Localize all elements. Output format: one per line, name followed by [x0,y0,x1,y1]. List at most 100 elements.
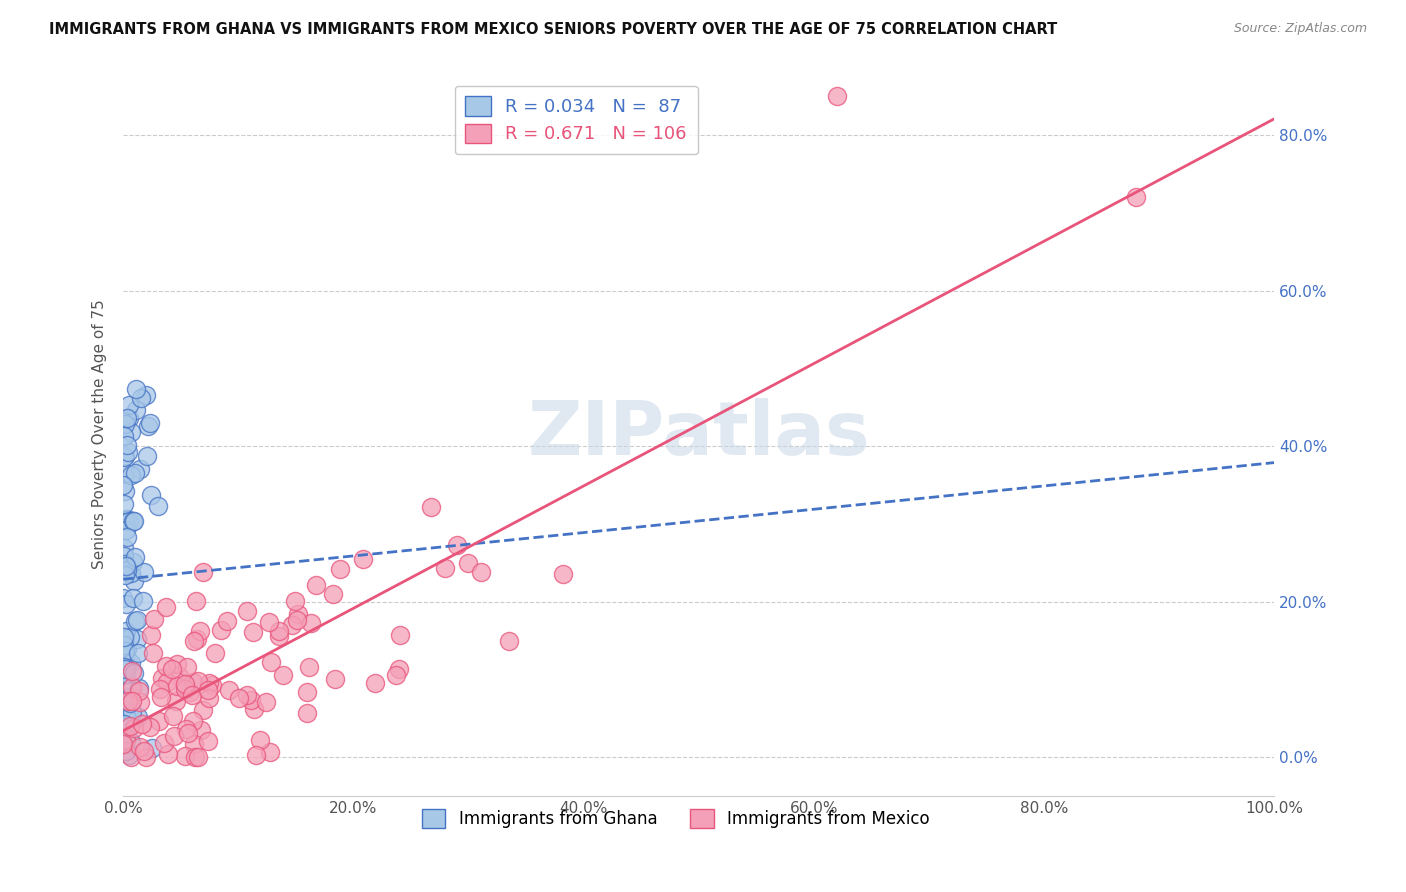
Point [269,624,291,638]
Point [198,690,221,705]
Point [298,660,321,674]
Point [187,674,209,689]
Point [112,429,135,443]
Point [121,591,143,605]
Point [162,709,184,723]
Point [114,739,136,753]
Point [112,549,135,563]
Point [197,683,219,698]
Point [142,646,165,660]
Point [363,676,385,690]
Point [259,745,281,759]
Point [122,514,145,528]
Point [183,634,205,648]
Text: ZIPatlas: ZIPatlas [527,398,870,471]
Point [125,613,148,627]
Point [180,688,202,702]
Point [295,706,318,721]
Point [446,538,468,552]
Point [112,631,135,645]
Point [114,661,136,675]
Point [112,660,135,674]
Point [236,604,259,618]
Point [285,613,308,627]
Point [112,665,135,680]
Point [139,628,162,642]
Point [121,680,143,694]
Point [215,614,238,628]
Point [197,675,219,690]
Point [120,706,142,720]
Point [114,567,136,582]
Point [118,630,141,644]
Point [139,416,162,430]
Point [156,675,179,690]
Point [176,722,198,736]
Point [299,616,322,631]
Point [117,563,139,577]
Point [120,750,142,764]
Point [115,709,138,723]
Point [179,685,201,699]
Point [132,565,155,579]
Point [115,731,138,745]
Point [117,445,139,459]
Point [388,662,411,676]
Point [135,750,157,764]
Point [281,618,304,632]
Point [141,740,163,755]
Point [470,566,492,580]
Point [120,566,142,580]
Point [135,387,157,401]
Point [115,624,138,639]
Point [260,655,283,669]
Point [322,587,344,601]
Point [121,694,143,708]
Point [176,660,198,674]
Point [388,628,411,642]
Point [121,664,143,678]
Point [122,574,145,588]
Point [551,567,574,582]
Point [245,748,267,763]
Legend: Immigrants from Ghana, Immigrants from Mexico: Immigrants from Ghana, Immigrants from M… [415,803,936,835]
Point [434,561,457,575]
Point [112,450,135,465]
Point [136,449,159,463]
Point [148,500,170,514]
Point [305,578,328,592]
Point [166,679,188,693]
Point [257,615,280,630]
Point [118,514,141,528]
Point [115,411,138,425]
Point [115,661,138,675]
Point [141,488,163,502]
Point [115,642,138,657]
Point [254,695,277,709]
Point [124,466,146,480]
Point [167,669,190,683]
Point [165,694,187,708]
Point [149,690,172,705]
Point [134,744,156,758]
Point [112,737,135,751]
Point [329,562,352,576]
Point [271,668,294,682]
Point [114,483,136,498]
Point [825,89,848,103]
Point [163,729,186,743]
Point [115,523,138,537]
Point [112,638,135,652]
Point [122,665,145,680]
Point [243,702,266,716]
Point [112,736,135,750]
Point [138,720,160,734]
Point [235,688,257,702]
Point [204,646,226,660]
Point [127,646,149,660]
Point [121,706,143,720]
Point [115,559,138,574]
Point [131,391,153,405]
Point [114,632,136,647]
Point [157,747,180,761]
